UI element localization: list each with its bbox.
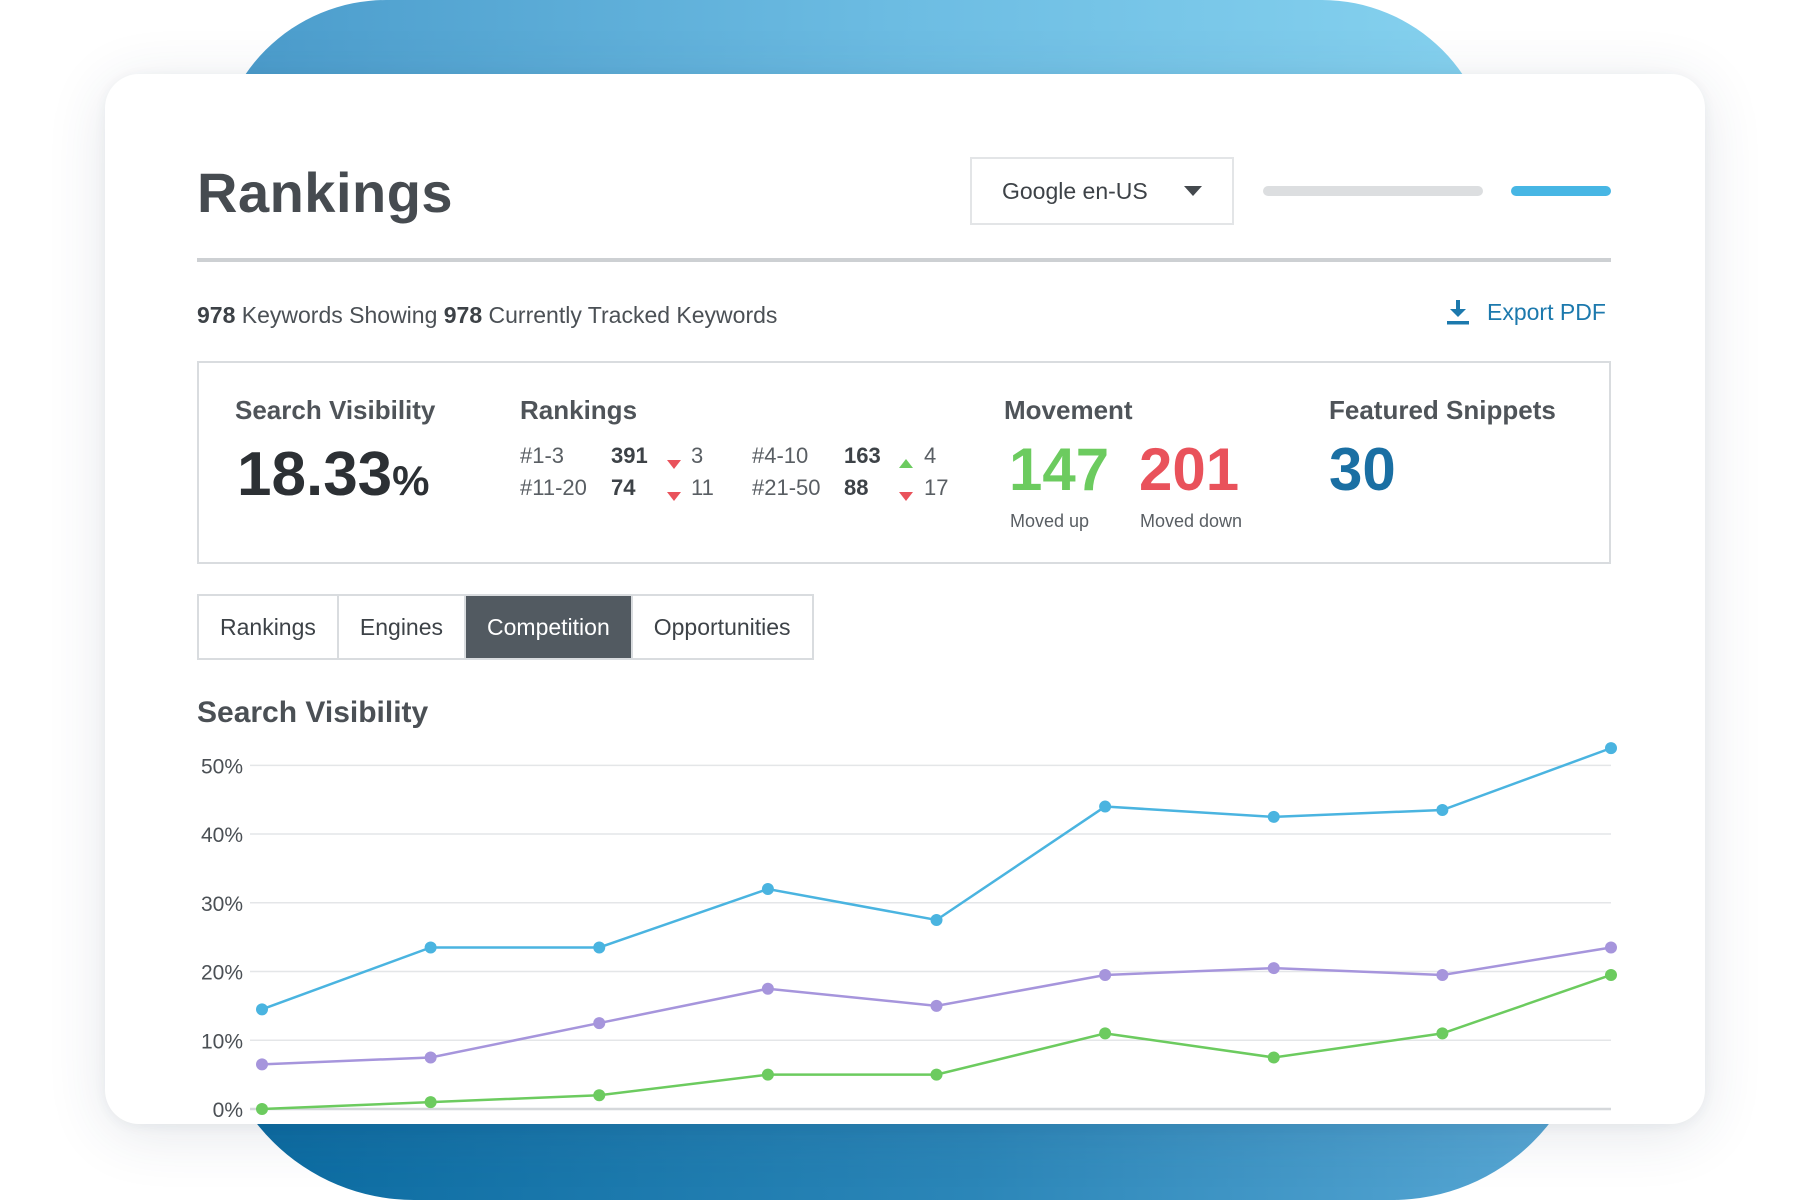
search-visibility-value: 18.33% [237, 440, 430, 509]
data-point[interactable] [256, 1003, 268, 1016]
data-point[interactable] [1099, 1027, 1112, 1040]
data-point[interactable] [1267, 1051, 1280, 1064]
rankings-label: Rankings [520, 395, 638, 425]
rankings-card: Rankings Google en-US 978 Keywords Showi… [105, 74, 1705, 1124]
data-point[interactable] [930, 1068, 943, 1081]
ranking-range: #11-20 [520, 475, 587, 500]
export-pdf-label: Export PDF [1487, 298, 1606, 325]
data-point[interactable] [1436, 1027, 1449, 1040]
tab-engines[interactable]: Engines [338, 596, 467, 658]
search-visibility-label: Search Visibility [235, 395, 436, 425]
data-point[interactable] [1436, 968, 1449, 981]
chart-title: Search Visibility [197, 696, 429, 729]
y-tick-label: 30% [201, 893, 243, 916]
data-point[interactable] [761, 883, 774, 896]
stats-panel: Search Visibility 18.33% Rankings #1-3 3… [197, 361, 1611, 564]
placeholder-bar [1263, 186, 1483, 196]
featured-snippets-value: 30 [1329, 436, 1396, 503]
ranking-count: 163 [844, 443, 881, 468]
data-point[interactable] [593, 1017, 606, 1030]
moved-down-label: Moved down [1140, 511, 1243, 531]
keyword-summary-text: Keywords Showing [235, 302, 444, 328]
movement-label: Movement [1004, 395, 1133, 425]
y-tick-label: 0% [213, 1099, 243, 1122]
engine-select-value: Google en-US [1002, 177, 1148, 204]
data-point[interactable] [424, 941, 437, 954]
ranking-count: 74 [611, 475, 636, 500]
ranking-change: 11 [691, 475, 714, 500]
data-point[interactable] [424, 1051, 437, 1064]
data-point[interactable] [256, 1103, 268, 1115]
series-line-3 [261, 973, 1612, 1111]
engine-select[interactable]: Google en-US [970, 157, 1234, 225]
arrow-down-icon [899, 481, 913, 507]
tab-opportunities[interactable]: Opportunities [632, 596, 812, 658]
ranking-range: #1-3 [520, 443, 565, 468]
data-point[interactable] [930, 913, 943, 926]
y-tick-label: 40% [201, 824, 243, 847]
featured-snippets-label: Featured Snippets [1329, 395, 1556, 425]
data-point[interactable] [1099, 800, 1112, 813]
header-divider [197, 258, 1611, 262]
tab-competition[interactable]: Competition [466, 596, 633, 658]
data-point[interactable] [593, 941, 606, 954]
moved-down-value: 201 [1139, 436, 1240, 503]
data-point[interactable] [1605, 742, 1617, 755]
moved-up-label: Moved up [1010, 511, 1090, 531]
y-tick-label: 20% [201, 962, 243, 985]
data-point[interactable] [930, 999, 943, 1012]
accent-bar [1511, 186, 1611, 196]
ranking-count: 88 [844, 475, 869, 500]
data-point[interactable] [1267, 810, 1280, 823]
data-point[interactable] [761, 1068, 774, 1081]
tab-rankings[interactable]: Rankings [199, 596, 339, 658]
data-point[interactable] [424, 1096, 437, 1109]
data-point[interactable] [593, 1089, 606, 1102]
tracked-count: 978 [443, 302, 483, 328]
page-title: Rankings [197, 161, 454, 224]
data-point[interactable] [1605, 968, 1617, 981]
keyword-summary: 978 Keywords Showing 978 Currently Track… [197, 302, 777, 329]
export-pdf-link[interactable]: Export PDF [1445, 298, 1606, 326]
y-tick-label: 50% [201, 755, 243, 778]
moved-up-value: 147 [1009, 436, 1110, 503]
ranking-change: 17 [924, 475, 949, 500]
series-line-1 [261, 746, 1612, 1011]
download-icon [1447, 300, 1469, 325]
arrow-up-icon [899, 448, 913, 474]
data-point[interactable] [761, 982, 774, 995]
data-point[interactable] [1436, 803, 1449, 816]
data-point[interactable] [1605, 941, 1617, 954]
arrow-down-icon [667, 481, 681, 507]
keyword-count: 978 [197, 302, 236, 328]
data-point[interactable] [1267, 962, 1280, 975]
data-point[interactable] [1099, 968, 1112, 981]
search-visibility-chart: 0% 10% 20% 30% 40% 50% [201, 742, 1617, 1122]
ranking-change: 3 [691, 443, 704, 468]
data-point[interactable] [256, 1058, 268, 1071]
ranking-range: #4-10 [752, 443, 809, 468]
arrow-down-icon [667, 449, 681, 475]
ranking-range: #21-50 [752, 475, 821, 500]
tab-bar: Rankings Engines Competition Opportuniti… [197, 594, 814, 660]
y-tick-label: 10% [201, 1030, 243, 1053]
keyword-summary-tail: Currently Tracked Keywords [482, 302, 778, 328]
ranking-change: 4 [924, 443, 937, 468]
ranking-count: 391 [611, 443, 648, 468]
chevron-down-icon [1184, 186, 1202, 196]
